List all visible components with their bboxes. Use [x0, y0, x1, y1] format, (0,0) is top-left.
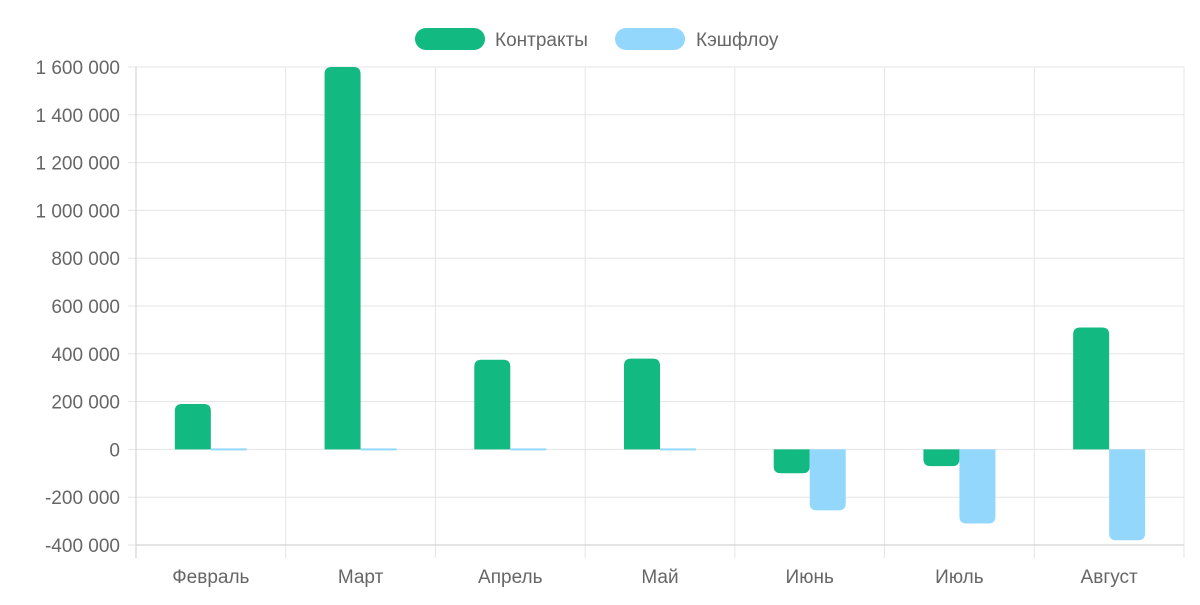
y-tick-label: -400 000 [45, 536, 120, 557]
y-tick-label: 0 [109, 440, 120, 461]
legend-swatch [415, 28, 485, 50]
bar-cashflow[interactable] [360, 448, 397, 451]
bar-cashflow[interactable] [210, 448, 247, 451]
x-tick-label: Февраль [172, 567, 249, 588]
bars [174, 67, 1146, 541]
bar-cashflow[interactable] [809, 449, 846, 511]
legend-label: Кэшфлоу [696, 30, 779, 51]
legend-swatch [615, 28, 685, 50]
x-tick-label: Май [641, 567, 678, 588]
legend-item-contracts[interactable]: Контракты [415, 28, 588, 51]
legend[interactable]: Контракты Кэшфлоу [415, 28, 779, 51]
y-tick-label: 800 000 [51, 249, 120, 270]
x-axis: Февраль Март Апрель Май Июнь Июль Август [136, 544, 1184, 588]
x-tick-label: Август [1081, 567, 1138, 588]
y-tick-label: 400 000 [51, 345, 120, 366]
legend-label: Контракты [495, 30, 588, 51]
bar-contracts[interactable] [474, 359, 511, 450]
y-tick-label: 1 400 000 [35, 106, 120, 127]
bar-contracts[interactable] [773, 449, 810, 474]
bar-contracts[interactable] [174, 403, 211, 450]
bar-contracts[interactable] [324, 67, 361, 450]
x-tick-label: Апрель [478, 567, 543, 588]
y-tick-label: 1 000 000 [35, 201, 120, 222]
x-tick-label: Март [338, 567, 384, 588]
bar-contracts[interactable] [624, 358, 660, 450]
y-axis: 1 600 000 1 400 000 1 200 000 1 000 000 800 … [35, 58, 137, 558]
y-tick-label: -200 000 [45, 488, 120, 509]
bar-contracts[interactable] [1073, 327, 1110, 450]
bar-contracts[interactable] [923, 449, 960, 467]
y-tick-label: 600 000 [51, 297, 120, 318]
y-tick-label: 1 600 000 [35, 58, 120, 79]
y-tick-label: 1 200 000 [35, 154, 120, 175]
legend-item-cashflow[interactable]: Кэшфлоу [615, 28, 779, 51]
x-tick-label: Июнь [786, 567, 834, 588]
bar-cashflow[interactable] [1109, 449, 1146, 541]
x-tick-label: Июль [935, 567, 984, 588]
grid [128, 66, 1185, 558]
bar-cashflow[interactable] [660, 448, 696, 451]
y-tick-label: 200 000 [51, 393, 120, 414]
bar-cashflow[interactable] [510, 448, 547, 451]
bar-cashflow[interactable] [959, 449, 996, 524]
